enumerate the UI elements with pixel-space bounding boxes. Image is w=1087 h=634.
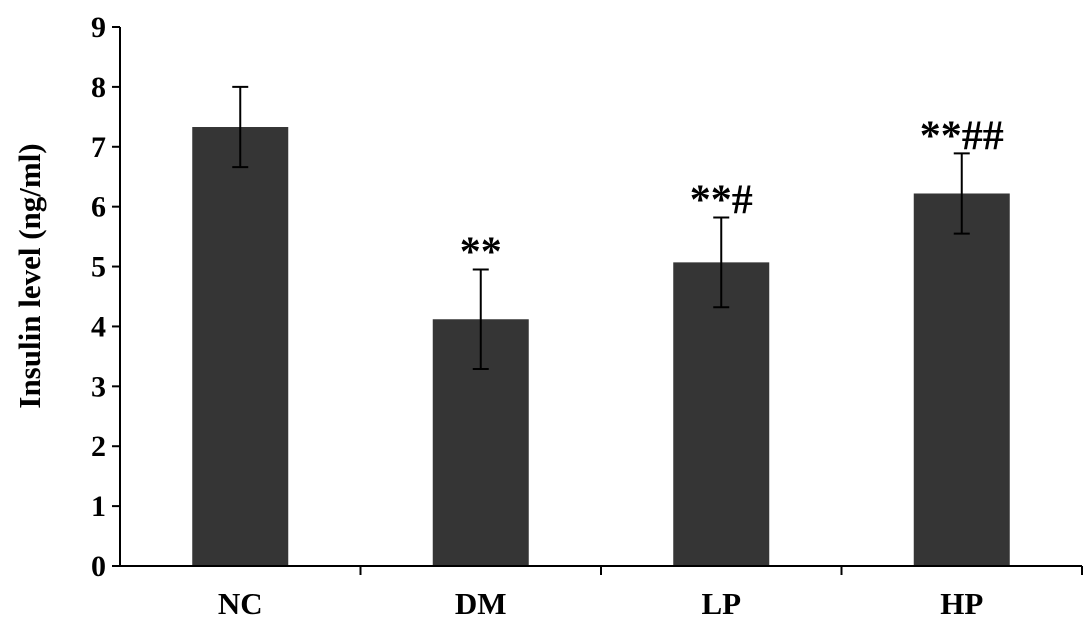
- y-tick-label: 5: [91, 251, 106, 284]
- y-tick-label: 8: [91, 71, 106, 104]
- x-tick-label-nc: NC: [218, 586, 263, 621]
- y-tick-label: 2: [91, 430, 106, 463]
- x-tick-label-lp: LP: [701, 586, 741, 621]
- bar-hp: [913, 193, 1010, 567]
- y-tick-label: 6: [91, 191, 106, 224]
- y-tick-label: 0: [91, 550, 106, 583]
- bars: [192, 127, 1010, 567]
- error-bars: [232, 85, 970, 370]
- y-tick-label: 7: [91, 131, 106, 164]
- y-tick-label: 1: [91, 490, 106, 523]
- x-tick-label-hp: HP: [940, 586, 983, 621]
- bar-lp: [673, 262, 770, 566]
- y-axis-title: Insulin level (ng/ml): [12, 143, 47, 408]
- x-axis-tick-labels: NC DM LP HP: [218, 566, 1083, 621]
- significance-label-lp: **#: [690, 177, 753, 223]
- significance-label-dm: **: [460, 230, 502, 276]
- y-axis-ticks: 0 1 2 3 4 5 6 7 8 9: [91, 11, 120, 583]
- y-tick-label: 3: [91, 370, 106, 403]
- x-tick-label-dm: DM: [455, 586, 507, 621]
- significance-label-hp: **##: [920, 113, 1004, 159]
- y-tick-label: 9: [91, 11, 106, 44]
- significance-labels: ** **# **##: [460, 113, 1004, 275]
- y-tick-label: 4: [91, 310, 106, 343]
- bar-nc: [192, 127, 289, 567]
